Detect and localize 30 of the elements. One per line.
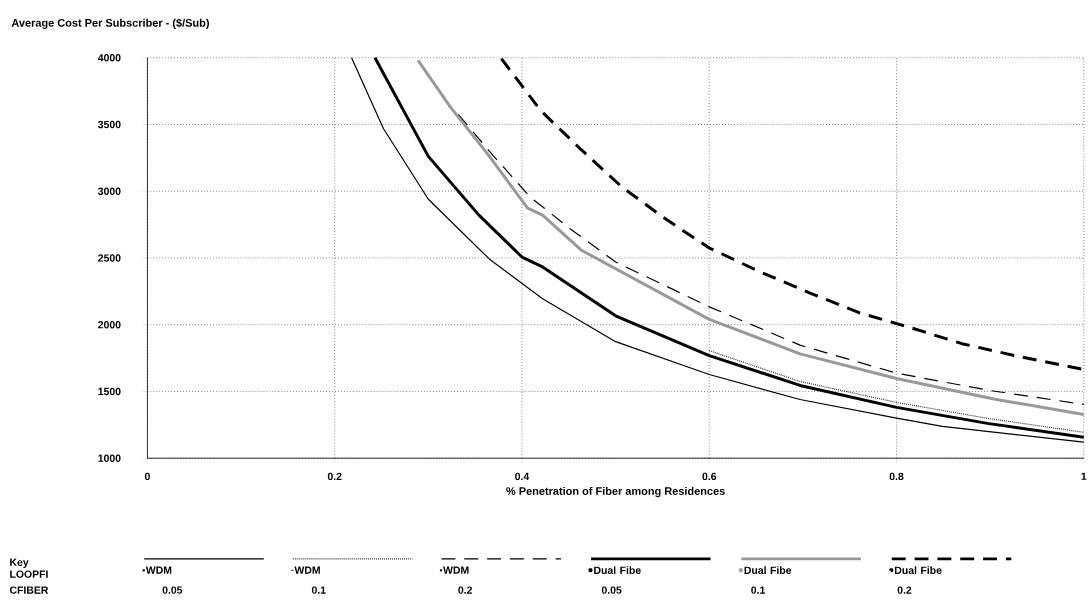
- text: 0.1: [311, 586, 326, 594]
- x-tick-label: 0.2: [327, 472, 342, 481]
- x-tick-label: 1: [1081, 472, 1087, 481]
- y-tick-label: 1500: [98, 387, 121, 396]
- text: Key: [10, 558, 29, 569]
- legend-label: Dual Fibe: [594, 566, 641, 575]
- y-tick-label: 2500: [98, 254, 121, 262]
- y-tick-label: 4000: [97, 54, 121, 62]
- legend-label: Dual Fibe: [744, 566, 792, 575]
- legend-label: Dual Fibe: [894, 566, 942, 575]
- x-tick-label: 0.8: [889, 472, 904, 481]
- legend-label: WDM: [294, 566, 320, 574]
- y-axis-title: Average Cost Per Subscriber - ($/Sub): [11, 18, 209, 30]
- y-tick-label: 3000: [97, 187, 121, 196]
- text: 0.2: [458, 586, 473, 594]
- text: CFIBER: [9, 586, 49, 594]
- text: 0.05: [601, 586, 622, 594]
- text: 0.1: [751, 586, 766, 594]
- x-tick-label: 0.6: [702, 472, 717, 481]
- y-tick-label: 2000: [98, 321, 121, 329]
- legend-label: WDM: [145, 566, 172, 574]
- text: 0.2: [897, 586, 912, 594]
- x-tick-label: 0.4: [515, 472, 530, 481]
- text: LOOPFI: [10, 570, 48, 579]
- text: 0.05: [162, 586, 183, 594]
- x-axis-title: % Penetration of Fiber among Residences: [506, 487, 725, 498]
- legend-label: WDM: [443, 566, 469, 574]
- y-tick-label: 3500: [97, 120, 121, 129]
- y-tick-label: 1000: [98, 454, 121, 463]
- x-tick-label: 0: [144, 472, 150, 481]
